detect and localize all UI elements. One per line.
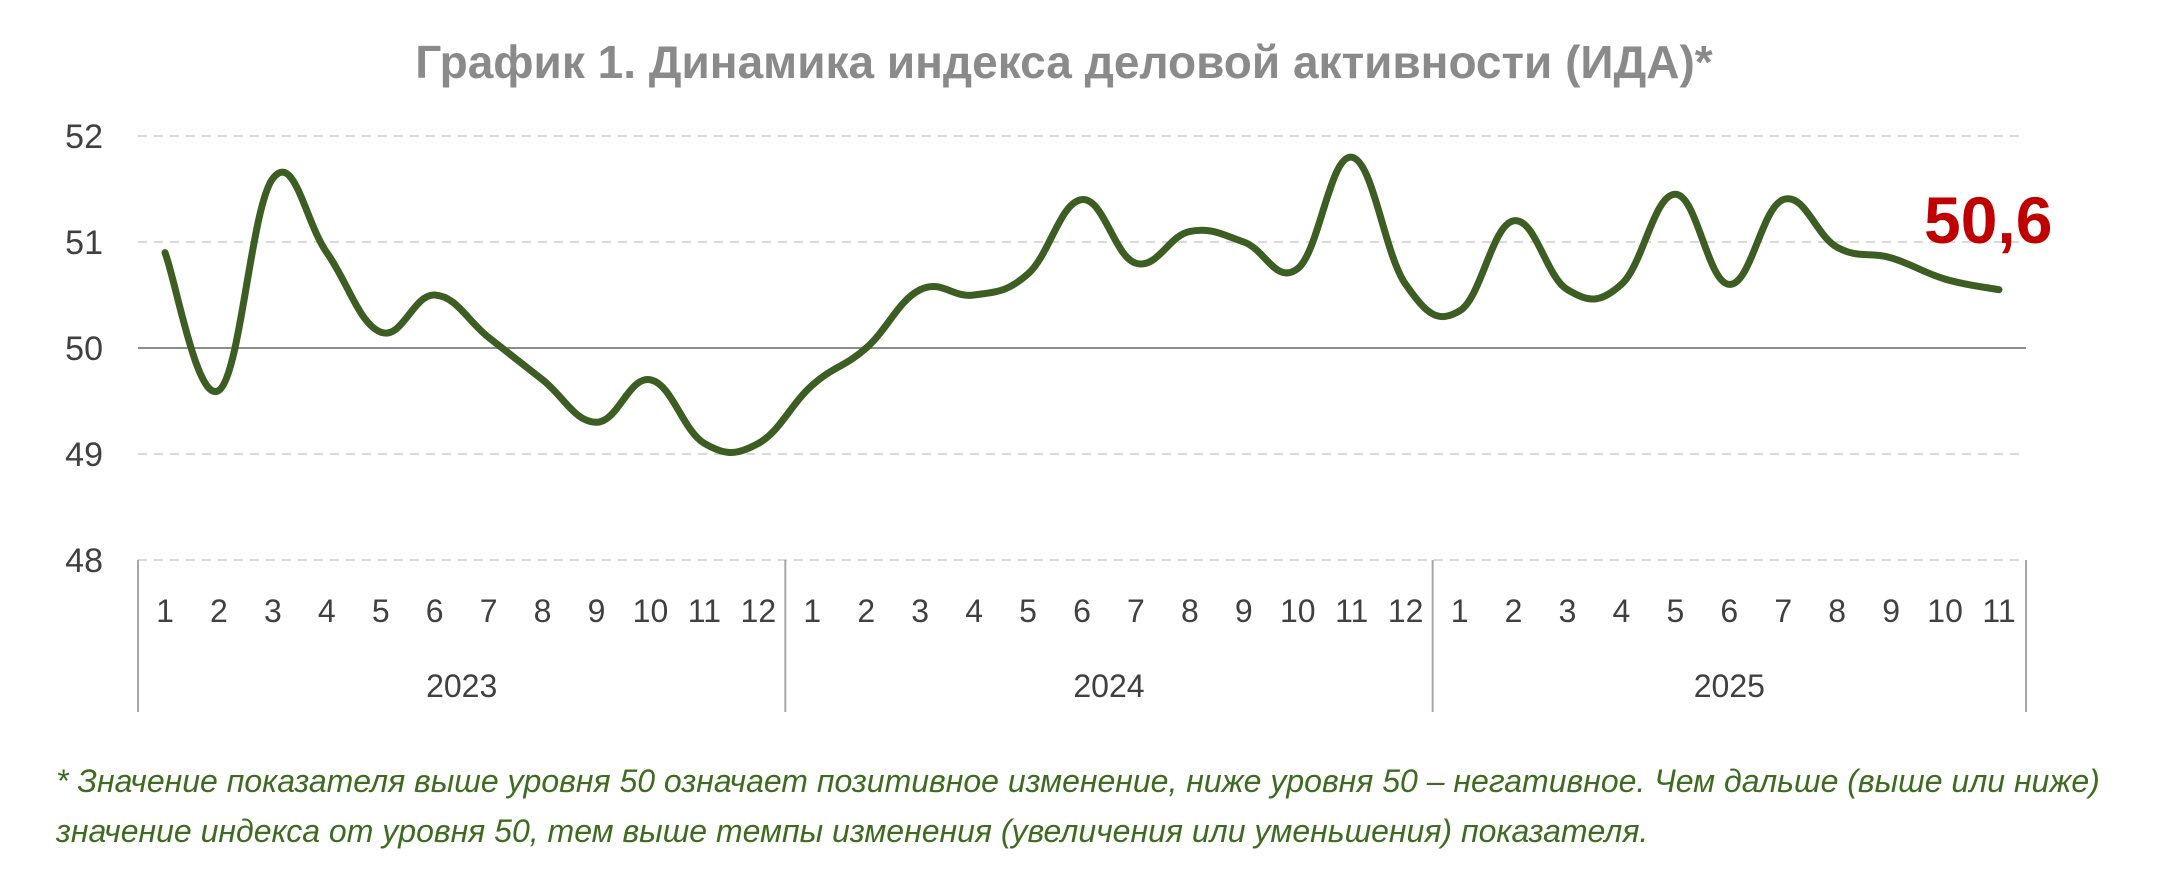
x-tick-label: 4 [318, 593, 336, 629]
x-tick-label: 2 [210, 593, 228, 629]
x-tick-label: 9 [588, 593, 606, 629]
x-tick-label: 12 [741, 593, 777, 629]
y-tick-label: 48 [65, 542, 103, 580]
x-tick-label: 11 [1982, 593, 2015, 629]
y-tick-label: 49 [65, 436, 103, 474]
x-tick-label: 2 [857, 593, 875, 629]
x-tick-label: 8 [1828, 593, 1846, 629]
y-axis-ticks: 48 49 50 51 52 [65, 118, 103, 580]
x-tick-label: 6 [1720, 593, 1738, 629]
y-tick-label: 50 [65, 330, 103, 368]
x-tick-label: 4 [965, 593, 983, 629]
x-tick-label: 2 [1505, 593, 1523, 629]
x-tick-label: 10 [1280, 593, 1316, 629]
x-tick-label: 6 [426, 593, 444, 629]
x-tick-label: 10 [633, 593, 669, 629]
year-label: 2025 [1694, 668, 1765, 704]
x-tick-label: 11 [1335, 593, 1368, 629]
x-tick-label: 9 [1882, 593, 1900, 629]
x-tick-label: 9 [1235, 593, 1253, 629]
x-tick-label: 4 [1613, 593, 1631, 629]
x-tick-label: 5 [1666, 593, 1684, 629]
x-tick-label: 7 [1774, 593, 1792, 629]
x-tick-label: 5 [1019, 593, 1037, 629]
footnote: * Значение показателя выше уровня 50 озн… [56, 763, 2100, 849]
x-tick-label: 3 [264, 593, 282, 629]
y-tick-label: 52 [65, 118, 103, 156]
year-label: 2024 [1073, 668, 1144, 704]
x-tick-label: 7 [1127, 593, 1145, 629]
x-tick-label: 8 [534, 593, 552, 629]
x-tick-label: 1 [1451, 593, 1469, 629]
y-tick-label: 51 [65, 224, 103, 262]
x-tick-label: 5 [372, 593, 390, 629]
x-tick-label: 11 [688, 593, 721, 629]
x-tick-label: 12 [1388, 593, 1424, 629]
gridlines [138, 135, 2026, 561]
x-tick-label: 7 [480, 593, 498, 629]
chart-title: График 1. Динамика индекса деловой актив… [415, 36, 1713, 88]
x-tick-label: 1 [156, 593, 174, 629]
x-tick-label: 10 [1927, 593, 1963, 629]
series-line [161, 153, 2003, 457]
x-tick-label: 6 [1073, 593, 1091, 629]
x-tick-label: 1 [803, 593, 821, 629]
x-tick-label: 3 [1559, 593, 1577, 629]
x-tick-label: 8 [1181, 593, 1199, 629]
year-label: 2023 [426, 668, 497, 704]
last-value-label: 50,6 [1924, 183, 2052, 257]
x-tick-label: 3 [911, 593, 929, 629]
